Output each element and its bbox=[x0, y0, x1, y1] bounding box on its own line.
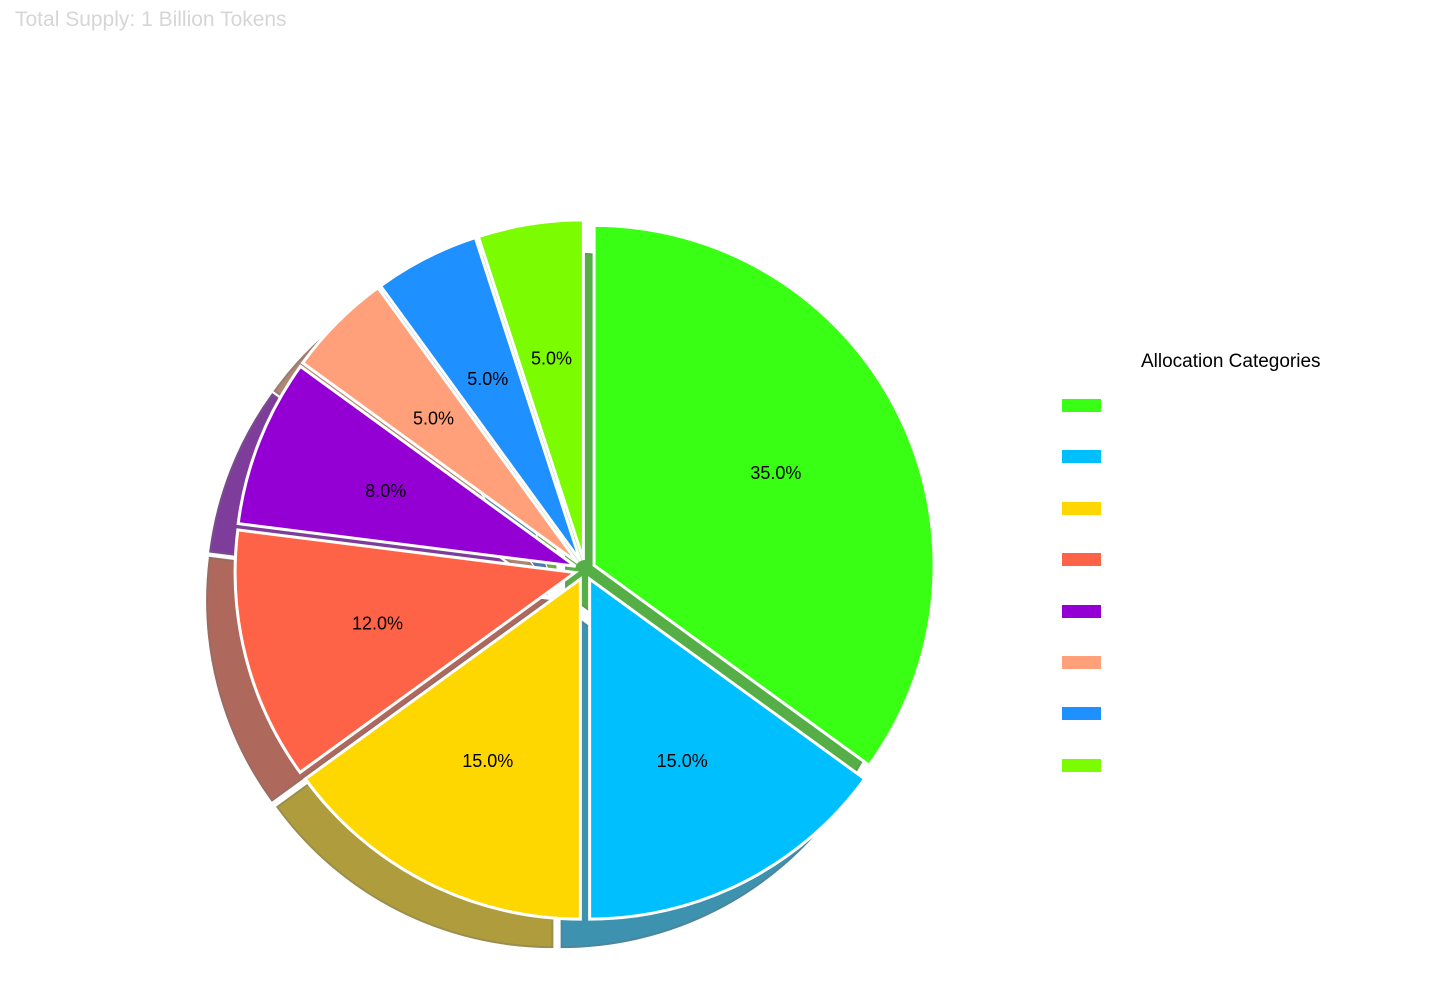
legend-swatch-6 bbox=[1062, 656, 1101, 669]
legend-item-7 bbox=[1062, 707, 1101, 721]
pie-slice-label-2: 15.0% bbox=[657, 751, 708, 771]
legend-swatch-2 bbox=[1062, 450, 1101, 464]
pie-slice-label-3: 15.0% bbox=[462, 751, 513, 771]
legend-title: Allocation Categories bbox=[1141, 351, 1321, 372]
pie-slice-label-5: 8.0% bbox=[365, 481, 406, 501]
chart-title: Total Supply: 1 Billion Tokens bbox=[15, 8, 287, 31]
legend-item-8 bbox=[1062, 758, 1101, 772]
pie-slice-label-6: 5.0% bbox=[413, 409, 454, 429]
legend-item-4 bbox=[1062, 553, 1101, 567]
pie-slice-label-1: 35.0% bbox=[750, 463, 801, 483]
legend-swatch-3 bbox=[1062, 501, 1101, 515]
legend-item-3 bbox=[1062, 501, 1101, 515]
legend-item-1 bbox=[1062, 399, 1101, 412]
pie-slice-2 bbox=[588, 576, 867, 921]
pie-slice-7 bbox=[378, 235, 582, 562]
legend-item-5 bbox=[1062, 604, 1101, 618]
pie-slice-8 bbox=[476, 218, 585, 561]
pie-slice-label-8: 5.0% bbox=[531, 348, 572, 368]
pie-slice-layer bbox=[233, 218, 936, 921]
pie-label-layer: 35.0% 15.0% 15.0% 12.0% 8.0% 5.0% 5.0% 5.0% bbox=[352, 348, 801, 771]
legend-swatch-7 bbox=[1062, 707, 1101, 721]
pie-slice-1 bbox=[592, 223, 936, 768]
pie-slice-label-4: 12.0% bbox=[352, 613, 403, 633]
pie-slice-5 bbox=[236, 364, 577, 568]
legend-swatch-4 bbox=[1062, 553, 1101, 567]
pie-slice-3 bbox=[303, 576, 582, 921]
legend-swatch-5 bbox=[1062, 604, 1101, 618]
legend-swatch-8 bbox=[1062, 758, 1101, 772]
pie-slice-label-7: 5.0% bbox=[467, 369, 508, 389]
legend-swatch-1 bbox=[1062, 399, 1101, 412]
legend-item-6 bbox=[1062, 656, 1101, 669]
pie-slice-4 bbox=[233, 528, 580, 775]
pie-slice-6 bbox=[300, 285, 580, 565]
legend-item-2 bbox=[1062, 450, 1101, 464]
